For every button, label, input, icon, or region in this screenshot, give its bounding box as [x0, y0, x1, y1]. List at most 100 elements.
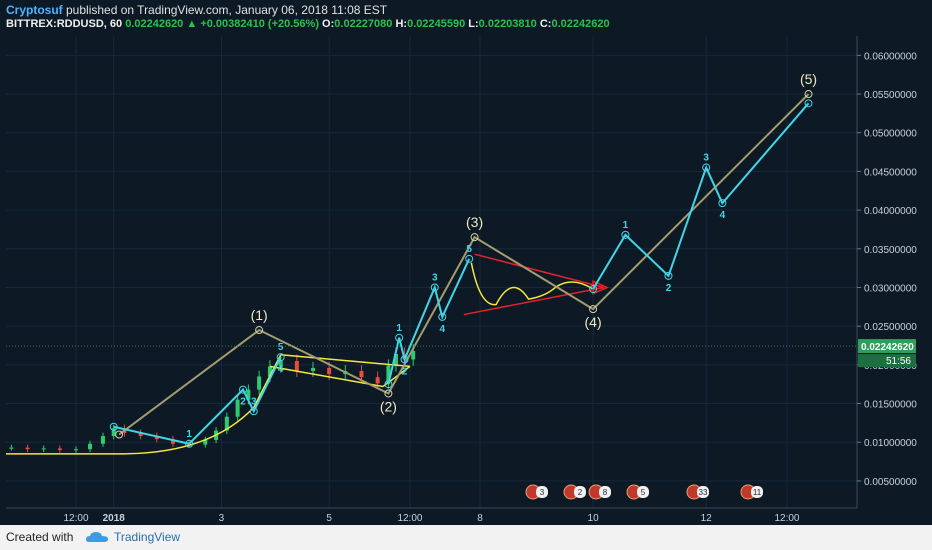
yellow-base-curve: [6, 354, 282, 455]
last-price: 0.02242620: [125, 18, 184, 30]
publish-info: published on TradingView.com, January 06…: [62, 3, 388, 17]
flag-top-line: [280, 354, 411, 368]
major-wave-line: [118, 93, 810, 436]
y-tick-label: 0.06000000: [864, 51, 917, 62]
candle-body: [88, 443, 93, 450]
x-axis: 12:00 2018 3 5 12:00 8 10 12 12:00: [6, 507, 857, 524]
price-badge: [858, 339, 916, 354]
x-tick-label: 3: [219, 513, 225, 524]
publish-line: Cryptosuf published on TradingView.com, …: [6, 3, 387, 17]
candle-body: [294, 360, 299, 372]
minor-wave-label: 3: [703, 153, 709, 164]
countdown-badge: [858, 354, 916, 368]
wave-pivot-marker: [115, 430, 124, 439]
y-tick-label: 0.01500000: [864, 400, 917, 411]
event-badge: 5: [626, 484, 649, 500]
wave-pivot-marker: [804, 99, 813, 108]
minor-wave-label: 2: [240, 397, 246, 408]
minor-wave-line: [592, 102, 810, 290]
y-tick-label: 0.05000000: [864, 129, 917, 140]
wave-pivot-marker: [395, 333, 404, 342]
event-badge: 3: [525, 484, 548, 500]
author-name[interactable]: Cryptosuf: [6, 3, 63, 17]
footer: Created with TradingView: [0, 525, 932, 550]
candle-body: [25, 447, 30, 450]
wave-pivot-marker: [430, 283, 439, 292]
minor-wave-label: 1: [186, 429, 192, 440]
high-label: H:: [395, 18, 408, 30]
event-count-bubble: [536, 486, 548, 498]
event-count-bubble: [637, 486, 649, 498]
x-tick-label: 5: [326, 513, 332, 524]
wave-pivot-marker: [249, 407, 258, 416]
candle-body: [111, 428, 116, 437]
candle-body: [170, 439, 175, 444]
wave-pivot-marker: [702, 163, 711, 172]
candle-body: [393, 354, 398, 366]
candle-body: [386, 365, 391, 384]
y-tick-label: 0.05500000: [864, 90, 917, 101]
y-tick-label: 0.03500000: [864, 245, 917, 256]
close-value: 0.02242620: [551, 18, 610, 30]
x-tick-label: 12:00: [64, 513, 89, 524]
candle-body: [100, 436, 105, 444]
event-count-bubble: [697, 486, 709, 498]
candle-body: [138, 432, 143, 437]
price-change: +0.00382410 (+20.56%): [200, 18, 319, 30]
candle-body: [203, 439, 208, 445]
x-tick-label: 8: [477, 513, 483, 524]
minor-wave-label: 5: [278, 342, 284, 353]
minor-wave-line: [387, 258, 471, 385]
tradingview-brand[interactable]: TradingView: [114, 530, 181, 544]
event-badge: 8: [588, 484, 611, 500]
wave-pivot-marker: [621, 230, 630, 239]
wave-pivot-marker: [718, 199, 727, 208]
x-tick-label: 10: [588, 513, 600, 524]
open-label: O:: [322, 18, 335, 30]
minor-wave-label: 1: [623, 220, 629, 231]
open-value: 0.02227080: [334, 18, 393, 30]
x-tick-label: 12:00: [774, 513, 799, 524]
major-wave-label: (1): [251, 307, 268, 323]
event-count: 2: [578, 488, 583, 497]
y-tick-label: 0.00500000: [864, 477, 917, 488]
y-axis: 0.06000000 0.05500000 0.05000000 0.04500000…: [856, 36, 917, 508]
event-count: 5: [641, 488, 646, 497]
major-wave-label: (3): [466, 214, 483, 230]
minor-wave-label: 3: [251, 396, 257, 407]
candle-body: [154, 436, 159, 440]
minor-wave-label: 2: [402, 366, 408, 377]
ohlc-line: BITTREX:RDDUSD, 60 0.02242620 ▲ +0.00382…: [6, 18, 610, 30]
candle-body: [74, 449, 79, 451]
candle-body: [359, 371, 364, 378]
triangle-upper-line: [474, 253, 605, 289]
minor-wave-label: 4: [278, 364, 284, 375]
wave-pivot-marker: [400, 355, 409, 364]
minor-wave-label: 4: [439, 324, 445, 335]
candle-body: [257, 376, 262, 390]
wave-pivot-marker: [465, 254, 474, 263]
candle-body: [235, 399, 240, 417]
major-wave-label: (5): [800, 71, 817, 87]
candle-body: [327, 367, 332, 375]
chart-background: [0, 34, 932, 525]
minor-wave-label: 5: [466, 244, 472, 255]
price-badge-text: 0.02242620: [861, 342, 914, 353]
minor-wave-line: [113, 356, 282, 445]
event-badge: 2: [563, 484, 586, 500]
x-tick-label: 12:00: [397, 513, 422, 524]
flag-right-line: [382, 365, 411, 388]
tradingview-cloud-icon: [86, 532, 108, 542]
y-tick-label: 0.04000000: [864, 206, 917, 217]
up-triangle-icon: ▲: [186, 18, 198, 30]
wave-pivot-marker: [438, 312, 447, 321]
triangle-wave-curve: [470, 262, 594, 306]
symbol-label: BITTREX:RDDUSD, 60: [6, 18, 123, 30]
triangle-lower-line: [463, 286, 604, 316]
y-tick-label: 0.02500000: [864, 322, 917, 333]
wave-pivot-marker: [276, 353, 285, 362]
event-badge: 33: [686, 484, 709, 500]
event-count-bubble: [751, 486, 763, 498]
event-badge: 11: [740, 484, 763, 500]
